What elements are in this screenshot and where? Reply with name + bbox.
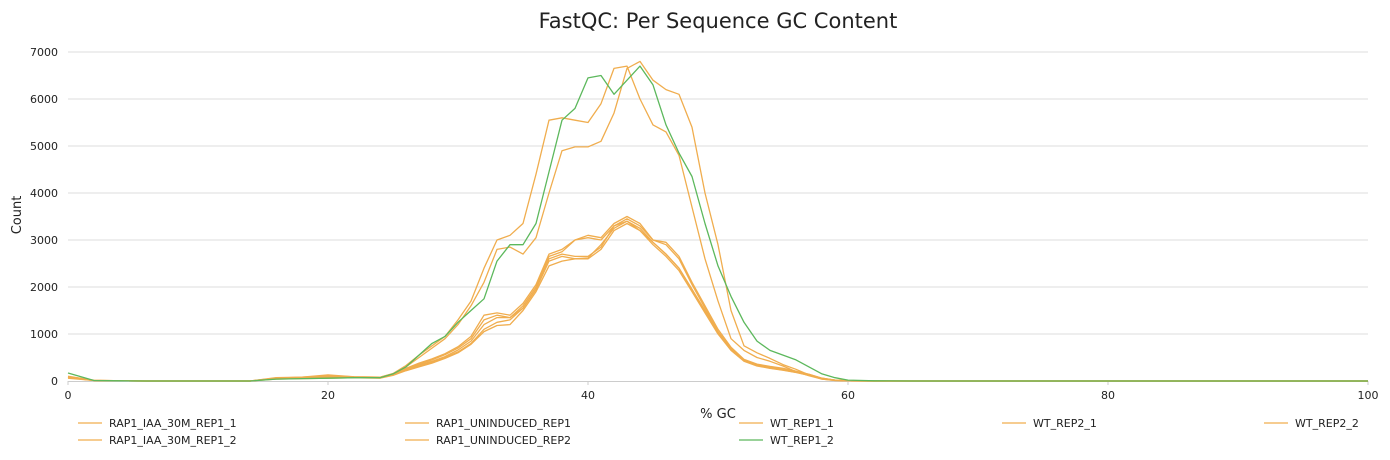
y-tick-label-5: 5000 (30, 140, 58, 153)
legend-label-1: RAP1_IAA_30M_REP1_2 (109, 434, 237, 447)
x-tick-label-4: 80 (1101, 389, 1115, 402)
legend-label-5: WT_REP1_2 (770, 434, 834, 447)
series-line-wt-rep2-1 (67, 215, 1368, 382)
legend-label-4: WT_REP1_1 (770, 417, 834, 430)
legend-label-3: RAP1_UNINDUCED_REP2 (436, 434, 571, 447)
series-lines (67, 60, 1368, 382)
y-tick-label-3: 3000 (30, 234, 58, 247)
series-line-wt-rep1-2 (67, 65, 1368, 382)
y-tick-label-0: 0 (51, 375, 58, 388)
y-tick-label-1: 1000 (30, 328, 58, 341)
x-axis-ticks: 0 20 40 60 80 100 (65, 381, 1379, 402)
legend-label-7: WT_REP2_2 (1295, 417, 1359, 430)
x-tick-label-3: 60 (841, 389, 855, 402)
legend-label-2: RAP1_UNINDUCED_REP1 (436, 417, 571, 430)
grid-lines (68, 51, 1368, 335)
y-axis-ticks: 0 1000 2000 3000 4000 5000 6000 7000 (30, 46, 58, 388)
y-tick-label-2: 2000 (30, 281, 58, 294)
y-tick-label-7: 7000 (30, 46, 58, 59)
y-axis-label: Count (10, 196, 25, 235)
legend: RAP1_IAA_30M_REP1_1 RAP1_IAA_30M_REP1_2 RA… (78, 417, 1359, 447)
series-line-wt-rep2-2 (67, 220, 1368, 382)
legend-label-6: WT_REP2_1 (1033, 417, 1097, 430)
chart-title: FastQC: Per Sequence GC Content (539, 9, 898, 33)
x-tick-label-1: 20 (321, 389, 335, 402)
x-tick-label-5: 100 (1358, 389, 1379, 402)
x-tick-label-2: 40 (581, 389, 595, 402)
y-tick-label-6: 6000 (30, 93, 58, 106)
legend-label-0: RAP1_IAA_30M_REP1_1 (109, 417, 237, 430)
x-axis-label: % GC (700, 407, 736, 422)
x-tick-label-0: 0 (65, 389, 72, 402)
y-tick-label-4: 4000 (30, 187, 58, 200)
